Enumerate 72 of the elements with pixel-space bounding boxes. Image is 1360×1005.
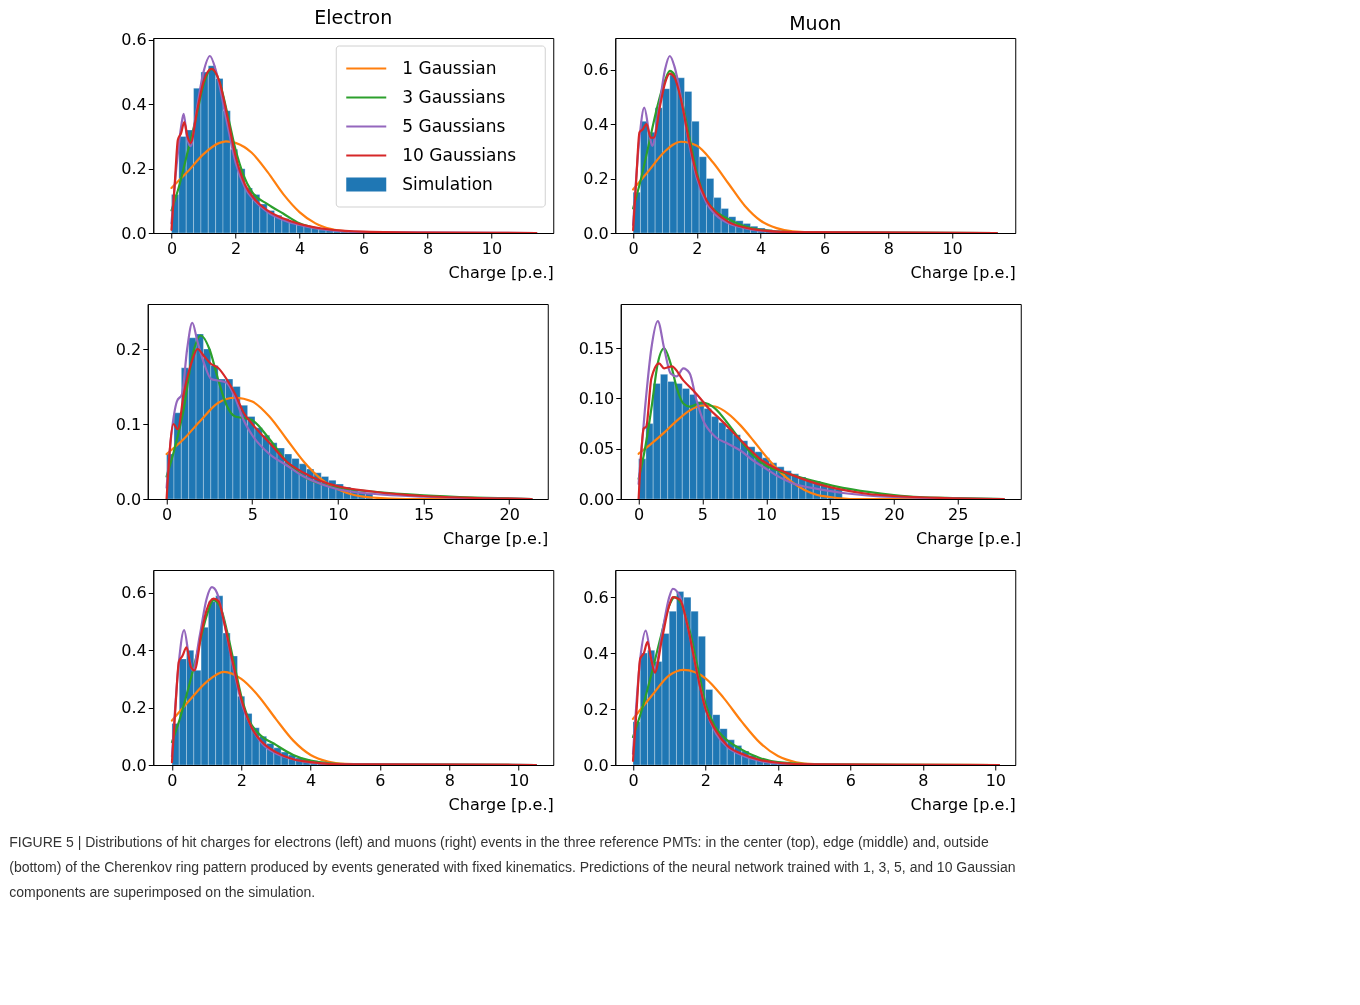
y-tick-label: 0.00 — [578, 489, 615, 509]
x-tick-label: 15 — [413, 504, 435, 524]
x-tick-label: 6 — [375, 770, 386, 790]
x-tick-label: 2 — [230, 238, 242, 258]
y-tick-label: 0.0 — [121, 755, 147, 775]
y-tick-label: 0.6 — [583, 587, 609, 607]
x-tick-label: 0 — [162, 504, 173, 524]
x-tick-label: 10 — [328, 504, 349, 524]
x-tick-label: 4 — [306, 770, 317, 790]
x-tick-label: 4 — [294, 238, 306, 258]
y-tick-label: 0.15 — [578, 338, 615, 358]
x-tick-label: 10 — [756, 504, 777, 524]
y-tick-label: 0.4 — [121, 94, 147, 114]
y-tick-label: 0.2 — [115, 339, 142, 359]
caption: FIGURE 5 | Distributions of hit charges for electrons (left) and muons (right) events in the three reference PMTs: in the center (top), edge (middle) and, outside (bottom) of the Cherenkov ring pattern produced by events generated with fixed kinematics. Predictions of the neural network trained with 1, 3, 5, and 10 Gaussian components are superimposed on the simulation. — [9, 834, 1016, 900]
x-tick-label: 8 — [883, 238, 894, 258]
y-tick-label: 0.4 — [121, 640, 147, 660]
legend-label: 10 Gaussians — [402, 144, 517, 165]
x-tick-label: 4 — [756, 238, 767, 258]
x-tick-label: 10 — [942, 238, 963, 258]
y-tick-label: 0.1 — [115, 414, 142, 434]
x-tick-label: 8 — [422, 238, 434, 258]
x-tick-label: 6 — [358, 238, 370, 258]
x-tick-label: 0 — [628, 238, 639, 258]
y-tick-label: 0.6 — [121, 30, 147, 50]
x-tick-label: 0 — [634, 504, 645, 524]
y-tick-label: 0.2 — [583, 169, 609, 189]
x-tick-label: 0 — [628, 770, 639, 790]
x-axis-title: Charge [p.e.] — [910, 262, 1016, 282]
x-tick-label: 0 — [166, 238, 178, 258]
x-tick-label: 15 — [820, 504, 841, 524]
x-tick-label: 0 — [167, 770, 178, 790]
x-tick-label: 10 — [508, 770, 530, 790]
x-tick-label: 25 — [948, 504, 969, 524]
x-tick-label: 5 — [247, 504, 258, 524]
x-tick-label: 8 — [918, 770, 929, 790]
x-tick-label: 5 — [697, 504, 709, 524]
x-axis-title: Charge [p.e.] — [443, 528, 549, 548]
legend-label: 3 Gaussians — [402, 86, 506, 107]
y-tick-label: 0.2 — [583, 699, 609, 719]
y-tick-label: 0.0 — [121, 223, 147, 243]
legend-label: 5 Gaussians — [402, 115, 506, 136]
x-tick-label: 4 — [773, 770, 784, 790]
y-tick-label: 0.6 — [583, 60, 609, 80]
y-tick-label: 0.4 — [583, 643, 609, 663]
y-tick-label: 0.10 — [578, 388, 615, 408]
x-axis-title: Charge [p.e.] — [910, 794, 1016, 814]
y-tick-label: 0.6 — [121, 583, 147, 603]
x-axis-title: Charge [p.e.] — [448, 262, 554, 282]
x-axis-title: Charge [p.e.] — [916, 528, 1022, 548]
x-tick-label: 2 — [236, 770, 247, 790]
x-axis-title: Charge [p.e.] — [448, 794, 554, 814]
y-tick-label: 0.2 — [121, 698, 147, 718]
x-tick-label: 10 — [985, 770, 1006, 790]
y-tick-label: 0.2 — [121, 159, 147, 179]
chart-title: Muon — [789, 12, 842, 34]
y-tick-label: 0.0 — [115, 489, 142, 509]
y-tick-label: 0.0 — [583, 755, 609, 775]
x-tick-label: 2 — [700, 770, 712, 790]
x-tick-label: 8 — [444, 770, 455, 790]
legend-label: 1 Gaussian — [402, 57, 497, 78]
chart-title: Electron — [314, 5, 393, 28]
x-tick-label: 6 — [845, 770, 856, 790]
x-tick-label: 20 — [884, 504, 905, 524]
x-tick-label: 20 — [499, 504, 520, 524]
x-tick-label: 2 — [692, 238, 703, 258]
x-tick-label: 10 — [481, 238, 503, 258]
y-tick-label: 0.0 — [583, 223, 609, 243]
x-tick-label: 6 — [819, 238, 831, 258]
y-tick-label: 0.05 — [578, 439, 615, 459]
legend-label: Simulation — [402, 173, 493, 194]
y-tick-label: 0.4 — [583, 114, 609, 134]
